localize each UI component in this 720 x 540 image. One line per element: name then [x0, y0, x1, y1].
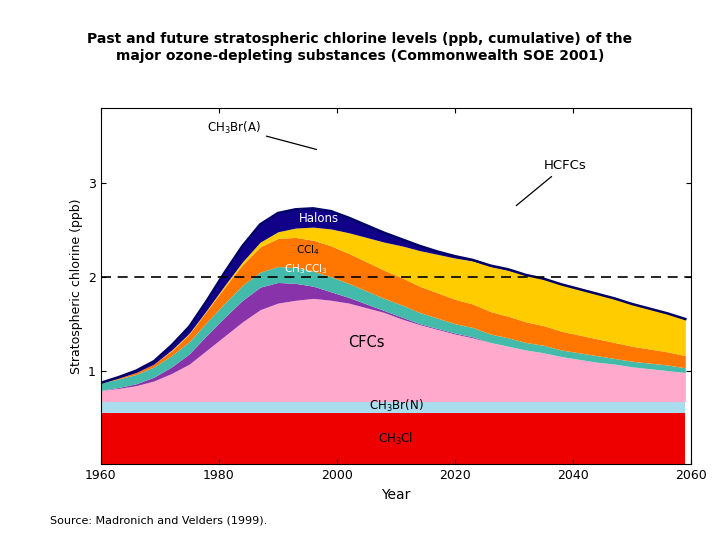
Text: Source: Madronich and Velders (1999).: Source: Madronich and Velders (1999).	[50, 516, 268, 526]
Y-axis label: Stratospheric chlorine (ppb): Stratospheric chlorine (ppb)	[70, 198, 83, 374]
Text: CH$_3$CCl$_3$: CH$_3$CCl$_3$	[284, 262, 328, 276]
Text: CH$_3$Br(A): CH$_3$Br(A)	[207, 119, 317, 150]
Text: Past and future stratospheric chlorine levels (ppb, cumulative) of the
major ozo: Past and future stratospheric chlorine l…	[87, 32, 633, 63]
Text: CH$_3$Br(N): CH$_3$Br(N)	[369, 398, 423, 414]
Text: HCFCs: HCFCs	[516, 159, 586, 206]
Text: CH$_3$Cl: CH$_3$Cl	[379, 431, 413, 447]
Text: CCl$_4$: CCl$_4$	[296, 244, 319, 258]
X-axis label: Year: Year	[382, 488, 410, 502]
Text: Halons: Halons	[300, 212, 339, 225]
Text: CFCs: CFCs	[348, 335, 384, 350]
